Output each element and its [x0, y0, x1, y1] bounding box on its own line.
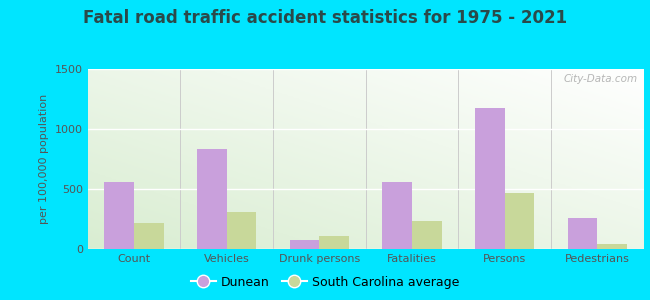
- Text: City-Data.com: City-Data.com: [564, 74, 638, 84]
- Bar: [597, 244, 627, 249]
- Y-axis label: per 100,000 population: per 100,000 population: [40, 94, 49, 224]
- Bar: [382, 182, 412, 249]
- Bar: [290, 240, 319, 249]
- Text: Fatal road traffic accident statistics for 1975 - 2021: Fatal road traffic accident statistics f…: [83, 9, 567, 27]
- Legend: Dunean, South Carolina average: Dunean, South Carolina average: [186, 271, 464, 294]
- Bar: [475, 108, 504, 249]
- Bar: [412, 221, 441, 249]
- Bar: [504, 193, 534, 249]
- Bar: [227, 212, 256, 249]
- Bar: [105, 182, 134, 249]
- Bar: [319, 236, 349, 249]
- Bar: [134, 223, 164, 249]
- Bar: [197, 149, 227, 249]
- Bar: [567, 218, 597, 249]
